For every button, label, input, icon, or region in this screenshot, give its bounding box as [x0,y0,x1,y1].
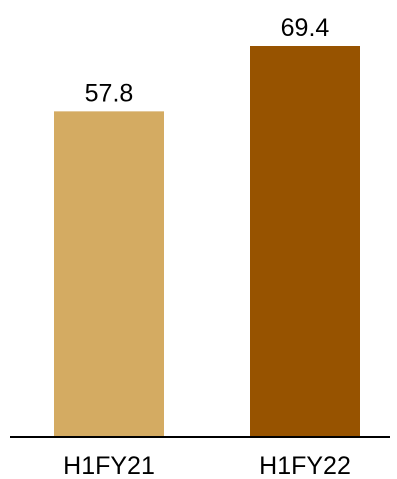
x-tick-label-h1fy21: H1FY21 [63,452,155,479]
bars-group [54,46,360,438]
bar-h1fy22 [250,46,360,437]
value-label-h1fy22: 69.4 [281,14,330,42]
value-labels-group: 57.8 69.4 [85,14,330,107]
bar-h1fy21 [54,111,164,438]
value-label-h1fy21: 57.8 [85,79,134,107]
x-tick-label-h1fy22: H1FY22 [259,452,351,479]
x-tick-labels-group: H1FY21 H1FY22 [63,452,351,479]
